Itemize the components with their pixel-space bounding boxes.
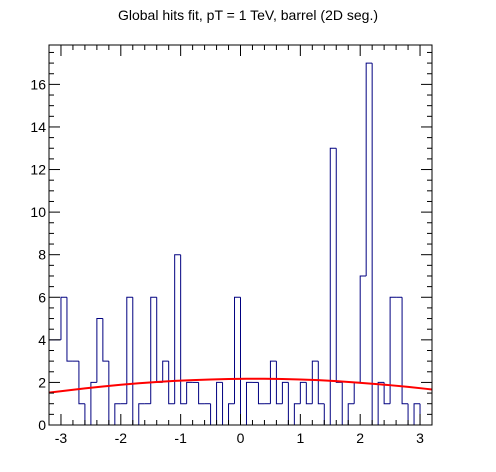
histogram-bin	[269, 360, 277, 404]
x-tick-label: -1	[174, 430, 187, 446]
histogram-bin	[401, 297, 409, 405]
y-tick-label: 0	[38, 417, 46, 433]
histogram-bin	[66, 297, 73, 362]
histogram-bin	[353, 381, 361, 404]
histogram-bin	[347, 403, 355, 425]
histogram-bin	[329, 147, 337, 425]
histogram-bin	[407, 403, 415, 426]
y-tick-label: 4	[38, 332, 46, 348]
histogram-bin	[198, 382, 205, 405]
histogram-bin	[335, 148, 343, 383]
histogram-layer	[48, 62, 432, 426]
histogram-bin	[60, 296, 67, 340]
histogram-bin	[299, 381, 307, 404]
histogram-bin	[341, 382, 349, 426]
histogram-bin	[293, 403, 301, 425]
histogram-bin	[162, 360, 169, 383]
histogram-bin	[174, 254, 181, 404]
histogram-bin	[90, 381, 97, 425]
histogram-bin	[281, 381, 289, 404]
histogram-bin	[216, 381, 223, 425]
histogram-bin	[359, 275, 367, 383]
y-tick-label: 16	[30, 76, 46, 92]
histogram-bin	[222, 382, 229, 426]
histogram-bin	[132, 297, 139, 426]
x-tick-label: -2	[115, 430, 128, 446]
histogram-bin	[287, 382, 295, 426]
histogram-bin	[210, 403, 217, 426]
histogram-bin	[102, 318, 109, 362]
x-tick-label: 3	[416, 430, 424, 446]
histogram-bin	[234, 296, 241, 404]
y-tick-label: 6	[38, 289, 46, 305]
x-tick-label: 0	[237, 430, 245, 446]
histogram-bin	[383, 382, 391, 405]
histogram-bin	[377, 381, 385, 425]
histogram-bin	[126, 296, 133, 404]
chart-title: Global hits fit, pT = 1 TeV, barrel (2D …	[117, 7, 379, 23]
histogram-bin	[257, 382, 265, 405]
histogram-bin	[78, 361, 85, 405]
histogram-bin	[311, 360, 319, 404]
ticks-layer	[48, 45, 433, 426]
histogram-bin	[180, 254, 187, 405]
x-tick-label: 1	[296, 430, 304, 446]
y-tick-label: 14	[30, 119, 46, 135]
y-tick-label: 10	[30, 204, 46, 220]
histogram-bin	[245, 381, 253, 425]
histogram-bin	[114, 403, 121, 425]
histogram-bin	[150, 296, 157, 404]
histogram-bin	[305, 382, 313, 405]
histogram-bin	[168, 361, 175, 405]
histogram-bin	[84, 403, 91, 426]
histogram-bin	[228, 403, 235, 425]
y-tick-label: 2	[38, 374, 46, 390]
x-tick-label: -3	[55, 430, 68, 446]
histogram-bin	[317, 361, 325, 405]
histogram-bin	[389, 296, 397, 404]
histogram-bin	[96, 318, 103, 383]
fit-curve	[48, 377, 433, 394]
histogram-bin	[240, 297, 247, 426]
histogram-bin	[156, 297, 163, 383]
histogram-bin	[275, 361, 283, 405]
x-tick-label: 2	[356, 430, 364, 446]
histogram-bin	[323, 403, 331, 426]
histogram-bin	[365, 62, 373, 276]
y-tick-label: 12	[30, 162, 46, 178]
histogram-bin	[371, 63, 379, 426]
fit-layer	[48, 377, 433, 394]
y-tick-label: 8	[38, 247, 46, 263]
histogram-bin	[108, 361, 115, 426]
histogram-bin	[413, 403, 421, 425]
histogram-bin	[419, 403, 427, 426]
histogram-bin	[186, 381, 193, 404]
histogram-bin	[138, 403, 145, 425]
